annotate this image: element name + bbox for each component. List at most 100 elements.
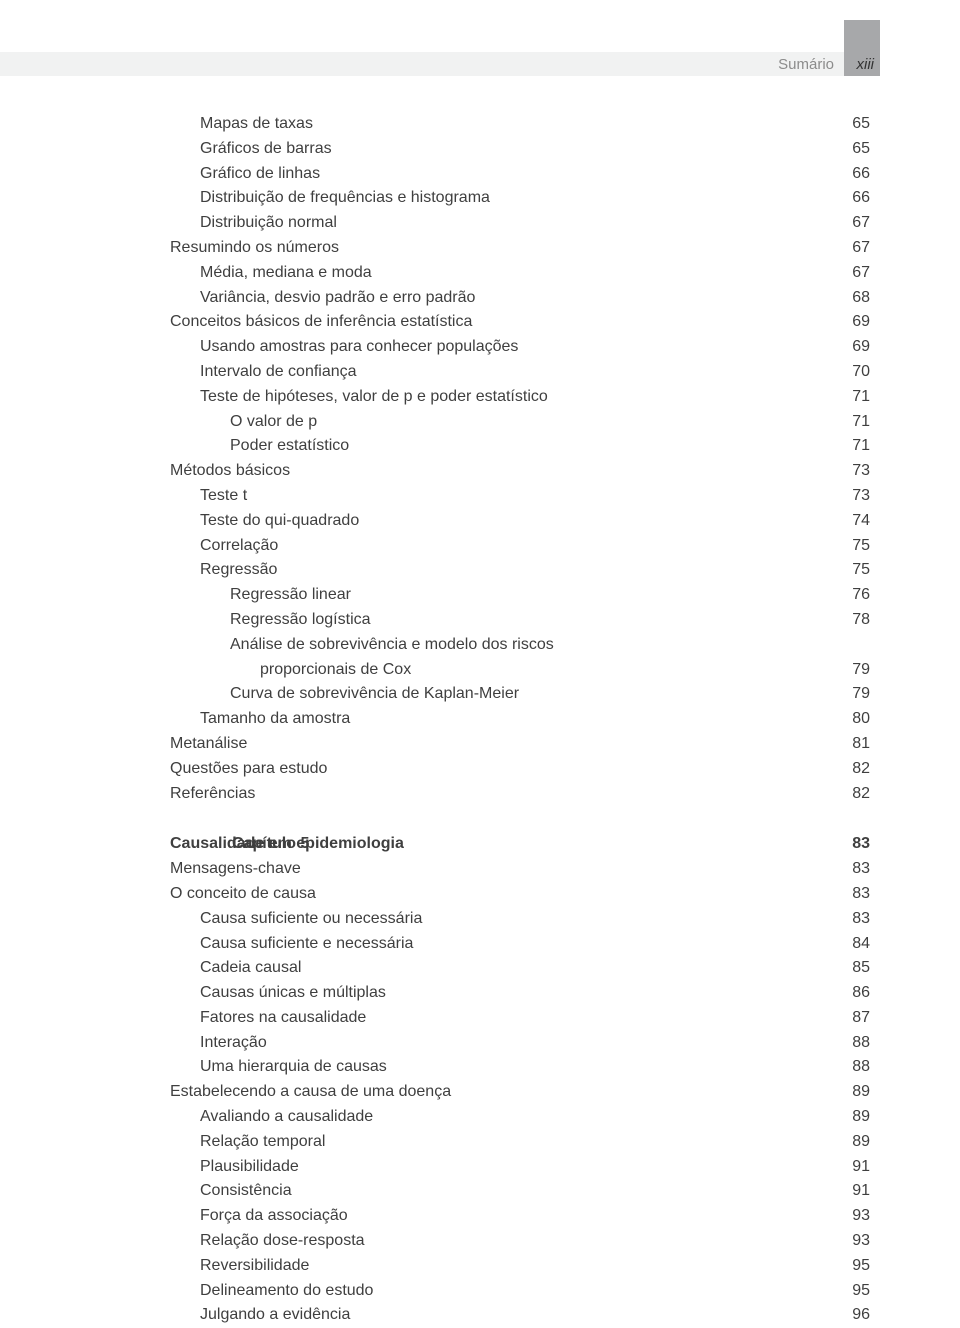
toc-row: Cadeia causal85: [170, 956, 870, 981]
toc-entry-label: Curva de sobrevivência de Kaplan-Meier: [170, 682, 830, 707]
toc-row: Delineamento do estudo95: [170, 1279, 870, 1304]
toc-row: Intervalo de confiança70: [170, 360, 870, 385]
toc-entry-page: [830, 633, 870, 658]
toc-entry-page: 88: [830, 1055, 870, 1080]
toc-entry-label: Relação dose-resposta: [170, 1229, 830, 1254]
toc-entry-page: 83: [830, 882, 870, 907]
toc-row: Variância, desvio padrão e erro padrão68: [170, 286, 870, 311]
toc-row: Consistência91: [170, 1179, 870, 1204]
toc-entry-page: 79: [830, 682, 870, 707]
toc-entry-label: Uma hierarquia de causas: [170, 1055, 830, 1080]
toc-entry-page: 89: [830, 1105, 870, 1130]
toc-entry-page: 89: [830, 1130, 870, 1155]
toc-row: Questões para estudo82: [170, 757, 870, 782]
toc-entry-page: 83: [830, 832, 870, 857]
toc-entry-page: 71: [830, 385, 870, 410]
toc-entry-label: Causas únicas e múltiplas: [170, 981, 830, 1006]
toc-entry-label: Questões para estudo: [170, 757, 830, 782]
toc-entry-page: 83: [830, 857, 870, 882]
toc-entry-page: 79: [830, 658, 870, 683]
toc-entry-page: 83: [830, 907, 870, 932]
toc-entry-page: 69: [830, 310, 870, 335]
toc-entry-page: 96: [830, 1303, 870, 1328]
toc-entry-page: 81: [830, 732, 870, 757]
toc-entry-page: 74: [830, 509, 870, 534]
toc-entry-label: Estabelecendo a causa de uma doença: [170, 1080, 830, 1105]
toc-row: Mapas de taxas65: [170, 112, 870, 137]
toc-entry-label: Causa suficiente e necessária: [170, 932, 830, 957]
toc-row: Correlação75: [170, 534, 870, 559]
toc-entry-page: 70: [830, 360, 870, 385]
toc-row: Uma hierarquia de causas88: [170, 1055, 870, 1080]
toc-row: Conceitos básicos de inferência estatíst…: [170, 310, 870, 335]
toc-row: Força da associação93: [170, 1204, 870, 1229]
toc-entry-label: Teste t: [170, 484, 830, 509]
toc-entry-page: 88: [830, 1031, 870, 1056]
toc-entry-label: Métodos básicos: [170, 459, 830, 484]
toc-entry-page: 84: [830, 932, 870, 957]
toc-entry-page: 71: [830, 434, 870, 459]
toc-entry-page: 65: [830, 112, 870, 137]
toc-row: Poder estatístico71: [170, 434, 870, 459]
toc-entry-page: 93: [830, 1204, 870, 1229]
toc-row: Curva de sobrevivência de Kaplan-Meier79: [170, 682, 870, 707]
toc-entry-page: 82: [830, 757, 870, 782]
toc-entry-label: Metanálise: [170, 732, 830, 757]
toc-entry-page: 66: [830, 186, 870, 211]
toc-row: Métodos básicos73: [170, 459, 870, 484]
toc-entry-label: Avaliando a causalidade: [170, 1105, 830, 1130]
toc-entry-label: Tamanho da amostra: [170, 707, 830, 732]
toc-entry-label: Mensagens-chave: [170, 857, 830, 882]
toc-row: Metanálise81: [170, 732, 870, 757]
toc-entry-label: Teste de hipóteses, valor de p e poder e…: [170, 385, 830, 410]
toc-entry-page: 95: [830, 1279, 870, 1304]
toc-row: Avaliando a causalidade89: [170, 1105, 870, 1130]
toc-row: Análise de sobrevivência e modelo dos ri…: [170, 633, 870, 658]
toc-entry-page: 76: [830, 583, 870, 608]
toc-row: Fatores na causalidade87: [170, 1006, 870, 1031]
toc-entry-label: Teste do qui-quadrado: [170, 509, 830, 534]
toc-entry-label: Variância, desvio padrão e erro padrão: [170, 286, 830, 311]
toc-entry-label: Distribuição normal: [170, 211, 830, 236]
toc-block-2: Causalidade em epidemiologia83Mensagens-…: [170, 832, 870, 1328]
toc-entry-page: 78: [830, 608, 870, 633]
running-head-label: Sumário: [778, 56, 834, 73]
toc-row: O conceito de causa83: [170, 882, 870, 907]
toc-block-1: Mapas de taxas65Gráficos de barras65Gráf…: [170, 112, 870, 806]
toc-entry-label: Referências: [170, 782, 830, 807]
toc-row: Resumindo os números67: [170, 236, 870, 261]
toc-entry-page: 73: [830, 484, 870, 509]
toc-entry-page: 82: [830, 782, 870, 807]
toc-entry-page: 68: [830, 286, 870, 311]
toc-row: Estabelecendo a causa de uma doença89: [170, 1080, 870, 1105]
toc-entry-label: Análise de sobrevivência e modelo dos ri…: [170, 633, 830, 658]
toc-entry-label: Consistência: [170, 1179, 830, 1204]
toc-entry-label: Interação: [170, 1031, 830, 1056]
toc-entry-label: Delineamento do estudo: [170, 1279, 830, 1304]
toc-row: Regressão linear76: [170, 583, 870, 608]
toc-row: Reversibilidade95: [170, 1254, 870, 1279]
toc-row: O valor de p71: [170, 410, 870, 435]
toc-row: Distribuição normal67: [170, 211, 870, 236]
toc-row: Tamanho da amostra80: [170, 707, 870, 732]
chapter-label: Capítulo 5: [232, 832, 332, 857]
toc-entry-page: 93: [830, 1229, 870, 1254]
toc-entry-label: Correlação: [170, 534, 830, 559]
toc-entry-label: Relação temporal: [170, 1130, 830, 1155]
page: Sumário xiii Mapas de taxas65Gráficos de…: [0, 0, 960, 1293]
toc-row: Julgando a evidência96: [170, 1303, 870, 1328]
toc-row: Teste do qui-quadrado74: [170, 509, 870, 534]
toc-entry-label: Plausibilidade: [170, 1155, 830, 1180]
toc-entry-page: 67: [830, 211, 870, 236]
toc-entry-label: O conceito de causa: [170, 882, 830, 907]
toc-row: Usando amostras para conhecer populações…: [170, 335, 870, 360]
toc-entry-label: Distribuição de frequências e histograma: [170, 186, 830, 211]
toc-block-2-wrapper: Capítulo 5 Causalidade em epidemiologia8…: [170, 832, 870, 1328]
toc-entry-page: 91: [830, 1179, 870, 1204]
toc-entry-page: 75: [830, 558, 870, 583]
toc-entry-label: Julgando a evidência: [170, 1303, 830, 1328]
toc-entry-label: Poder estatístico: [170, 434, 830, 459]
toc-entry-label: Regressão logística: [170, 608, 830, 633]
toc-entry-label: Gráfico de linhas: [170, 162, 830, 187]
toc-content: Mapas de taxas65Gráficos de barras65Gráf…: [170, 112, 870, 1328]
